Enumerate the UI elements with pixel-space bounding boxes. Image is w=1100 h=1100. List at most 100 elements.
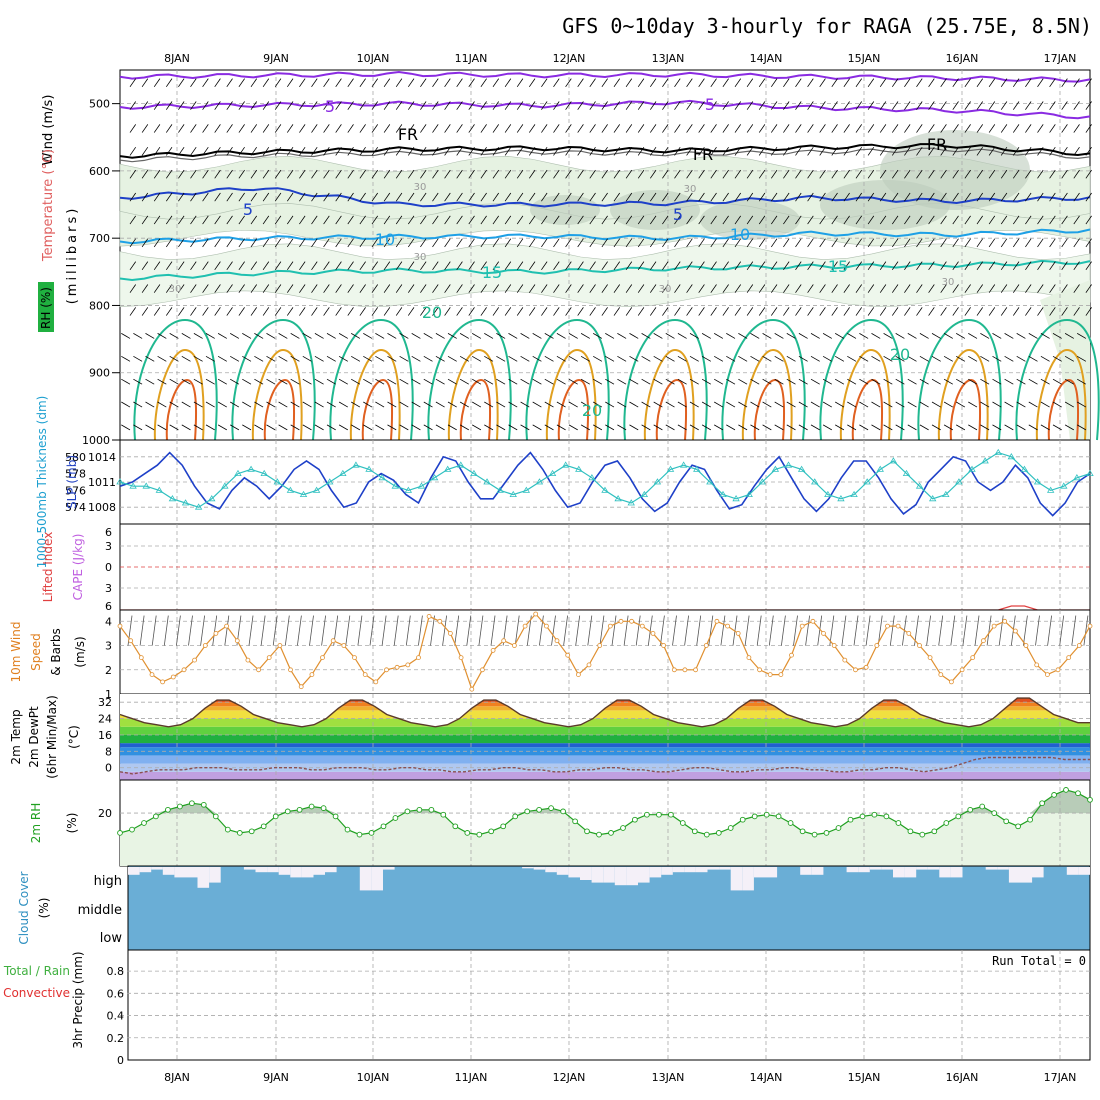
- wind-barb: [444, 169, 451, 179]
- high-cloud-bar: [707, 867, 720, 870]
- contour-label: FR: [398, 125, 418, 144]
- wind-barb: [359, 169, 366, 179]
- wind-barb: [625, 146, 633, 156]
- rh2m-point: [608, 830, 614, 836]
- wind-barb: [641, 401, 651, 408]
- wind-barb: [420, 192, 427, 202]
- rh2m-point: [560, 808, 566, 815]
- wind-barb: [649, 307, 657, 316]
- slp-thickness-line: [119, 451, 1091, 508]
- wind-barb: [262, 78, 270, 88]
- wind-barb: [795, 307, 802, 316]
- wind-barb: [605, 355, 615, 362]
- wind-barb: [580, 355, 590, 362]
- wind-barb: [447, 424, 457, 431]
- wind-barb: [1016, 333, 1026, 339]
- bottom-date-label: 14JAN: [750, 1071, 783, 1084]
- wind-barb: [601, 146, 608, 156]
- high-cloud-bar: [614, 867, 627, 886]
- wind-barb: [311, 101, 318, 110]
- wind-barb: [541, 101, 548, 110]
- wind-speed-point: [256, 667, 262, 673]
- wind-barb: [1076, 401, 1087, 408]
- wind-barb: [190, 101, 197, 110]
- bottom-date-label: 10JAN: [357, 1071, 390, 1084]
- wind-barb: [904, 307, 911, 316]
- temp2m-line: [119, 697, 1090, 728]
- wind-barb: [641, 355, 651, 362]
- wind-barb: [278, 401, 288, 408]
- wind-barb: [734, 192, 742, 202]
- wind-barb: [940, 284, 947, 293]
- thickness-point: [902, 469, 911, 476]
- wind-barb: [299, 124, 306, 133]
- thickness-point: [155, 486, 164, 493]
- wind-barb: [435, 401, 445, 408]
- wind-barb: [889, 615, 895, 646]
- li-tick-label: 3: [105, 582, 112, 595]
- wind-barb: [1085, 284, 1092, 293]
- wind-barb: [746, 78, 754, 88]
- wind-barb: [943, 355, 953, 362]
- contour-label: 5: [325, 97, 335, 116]
- wind-barb: [956, 424, 966, 431]
- wind-speed-point: [1066, 655, 1072, 660]
- rh2m-point: [620, 825, 626, 831]
- wind-barb: [988, 101, 996, 110]
- wind-barb: [302, 401, 312, 408]
- wind-barb: [617, 333, 627, 339]
- wind-barb: [290, 333, 300, 339]
- wind-barb: [508, 424, 518, 431]
- wind-barb: [758, 124, 766, 133]
- wind-barb: [1064, 424, 1074, 431]
- wind-barb: [822, 333, 832, 339]
- wind-barb: [351, 333, 361, 339]
- wind-barb: [843, 238, 850, 248]
- wind-barb: [904, 124, 911, 133]
- wind-barb: [139, 615, 145, 646]
- wind-barb: [831, 169, 838, 179]
- wind-speed-point: [490, 648, 496, 653]
- wind-barb: [798, 401, 808, 408]
- wind-barb: [238, 284, 245, 293]
- wind-barb: [665, 424, 675, 431]
- wind-barb: [613, 146, 621, 156]
- wind-barb: [323, 146, 330, 156]
- wind-barb: [528, 124, 536, 133]
- wind-barb: [1000, 215, 1008, 225]
- wind-barb: [798, 355, 808, 362]
- wind-barb: [568, 424, 578, 431]
- wind-barb: [795, 101, 802, 110]
- wind-barb: [338, 424, 348, 431]
- wind-barb: [190, 261, 197, 271]
- wind-barb: [553, 192, 560, 202]
- wind-barb: [807, 261, 814, 271]
- wind-barb: [988, 307, 996, 316]
- temp-tick-label: 0: [105, 762, 112, 775]
- wind-barb: [589, 261, 596, 271]
- wind-barb: [565, 284, 572, 293]
- wind-barb: [952, 78, 959, 88]
- wind-barb: [553, 238, 560, 248]
- wind-barb: [1061, 78, 1068, 88]
- wind-barb: [589, 169, 596, 179]
- precip-tick-label: 0: [117, 1054, 124, 1067]
- top-date-label: 16JAN: [946, 52, 979, 65]
- wind-barb: [891, 215, 899, 225]
- wind-barb: [722, 146, 729, 156]
- wind-barb: [188, 615, 193, 646]
- wind-barb: [238, 238, 245, 248]
- wind-barb: [383, 78, 391, 88]
- wind-barb: [988, 146, 996, 156]
- wind-barb: [1040, 378, 1050, 385]
- wind-barb: [129, 307, 137, 316]
- wind-barb: [879, 146, 887, 156]
- slp-tick-label: 1011: [88, 476, 116, 489]
- wind-barb: [190, 78, 197, 88]
- thickness-point: [483, 478, 491, 485]
- wind-barb: [141, 101, 149, 110]
- top-date-label: 8JAN: [164, 52, 190, 65]
- wind-barb: [420, 146, 427, 156]
- wind-barb: [472, 378, 482, 385]
